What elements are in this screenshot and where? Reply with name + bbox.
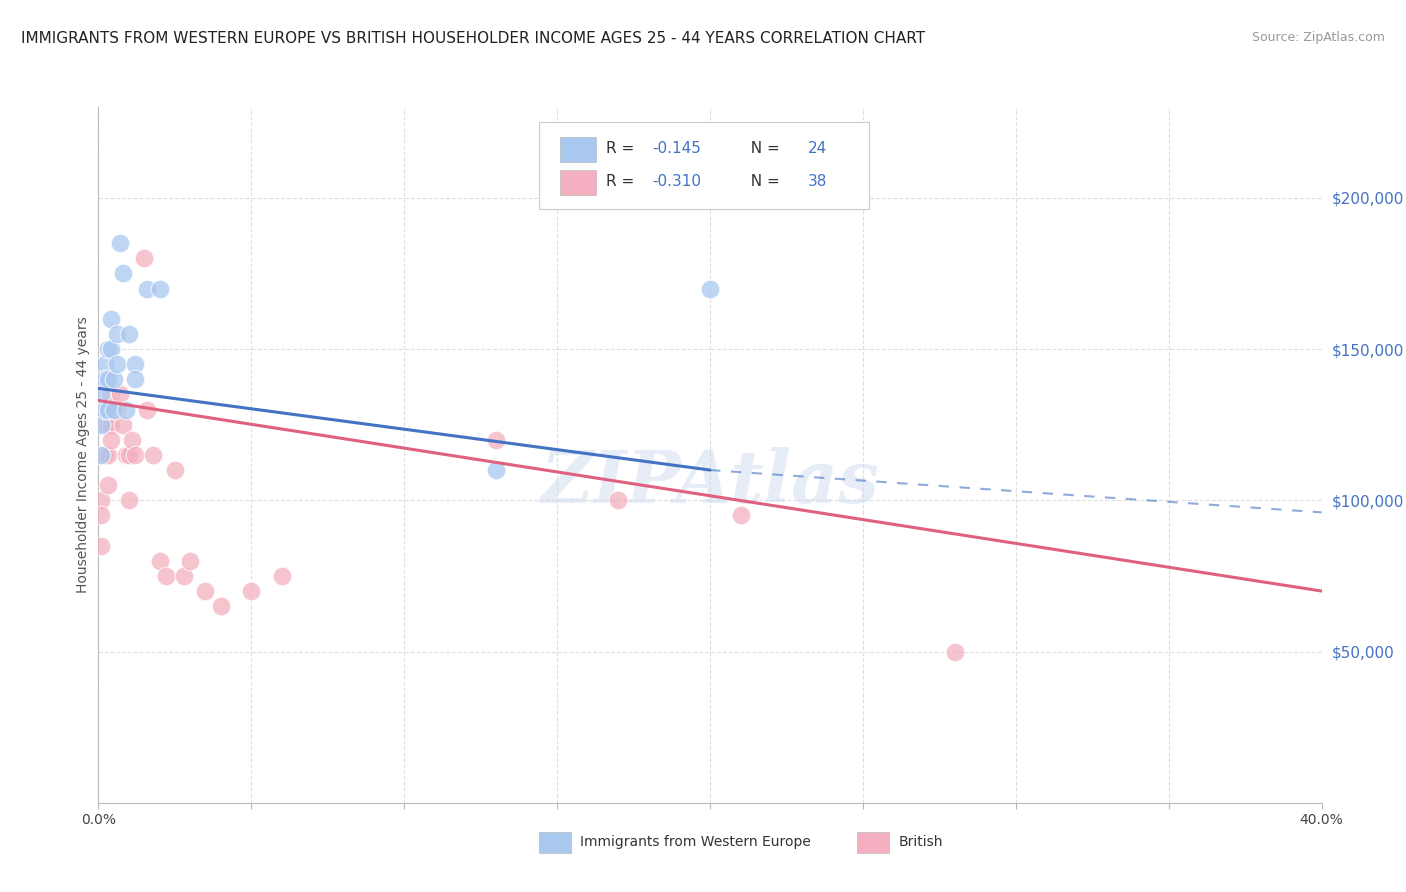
- FancyBboxPatch shape: [538, 122, 869, 210]
- Point: [105, 402, 128, 417]
- Point: [485, 433, 508, 447]
- Point: [97, 448, 120, 462]
- Point: [149, 554, 172, 568]
- Point: [173, 569, 195, 583]
- Point: [124, 357, 146, 371]
- Point: [118, 326, 141, 341]
- Point: [121, 433, 143, 447]
- Text: N =: N =: [741, 174, 785, 189]
- Point: [118, 493, 141, 508]
- Point: [93, 448, 115, 462]
- Point: [118, 448, 141, 462]
- Point: [124, 372, 146, 386]
- Point: [93, 357, 115, 371]
- Point: [240, 584, 263, 599]
- Point: [100, 387, 122, 401]
- Y-axis label: Householder Income Ages 25 - 44 years: Householder Income Ages 25 - 44 years: [76, 317, 90, 593]
- Point: [699, 281, 721, 295]
- Point: [90, 493, 112, 508]
- Point: [93, 402, 115, 417]
- Point: [97, 342, 120, 356]
- FancyBboxPatch shape: [856, 832, 889, 853]
- Point: [943, 644, 966, 658]
- Point: [100, 342, 122, 356]
- FancyBboxPatch shape: [538, 832, 571, 853]
- Point: [93, 372, 115, 386]
- Point: [93, 417, 115, 432]
- Point: [97, 417, 120, 432]
- Point: [142, 448, 165, 462]
- Point: [149, 281, 172, 295]
- Point: [111, 417, 134, 432]
- Point: [111, 267, 134, 281]
- Point: [97, 402, 120, 417]
- Point: [103, 402, 125, 417]
- Point: [97, 478, 120, 492]
- Point: [108, 387, 131, 401]
- Text: IMMIGRANTS FROM WESTERN EUROPE VS BRITISH HOUSEHOLDER INCOME AGES 25 - 44 YEARS : IMMIGRANTS FROM WESTERN EUROPE VS BRITIS…: [21, 31, 925, 46]
- Text: British: British: [898, 836, 943, 849]
- Text: ZIPAtlas: ZIPAtlas: [541, 447, 879, 518]
- Point: [730, 508, 752, 523]
- Point: [194, 584, 217, 599]
- Point: [100, 417, 122, 432]
- Point: [108, 236, 131, 251]
- Point: [115, 402, 138, 417]
- FancyBboxPatch shape: [560, 137, 596, 162]
- Text: -0.310: -0.310: [652, 174, 702, 189]
- FancyBboxPatch shape: [560, 170, 596, 195]
- Point: [209, 599, 232, 614]
- Point: [97, 372, 120, 386]
- Point: [100, 311, 122, 326]
- Point: [155, 569, 177, 583]
- Point: [270, 569, 292, 583]
- Text: -0.145: -0.145: [652, 141, 702, 155]
- Text: 24: 24: [808, 141, 827, 155]
- Point: [136, 281, 159, 295]
- Text: N =: N =: [741, 141, 785, 155]
- Point: [103, 372, 125, 386]
- Point: [115, 448, 138, 462]
- Point: [124, 448, 146, 462]
- Point: [607, 493, 630, 508]
- Point: [105, 357, 128, 371]
- Point: [90, 417, 112, 432]
- Text: 38: 38: [808, 174, 827, 189]
- Point: [90, 539, 112, 553]
- Point: [90, 448, 112, 462]
- Point: [100, 433, 122, 447]
- Point: [485, 463, 508, 477]
- Point: [90, 387, 112, 401]
- Point: [163, 463, 186, 477]
- Text: Source: ZipAtlas.com: Source: ZipAtlas.com: [1251, 31, 1385, 45]
- Point: [179, 554, 201, 568]
- Text: Immigrants from Western Europe: Immigrants from Western Europe: [581, 836, 811, 849]
- Point: [103, 402, 125, 417]
- Point: [90, 508, 112, 523]
- Text: R =: R =: [606, 141, 640, 155]
- Point: [97, 402, 120, 417]
- Point: [134, 252, 156, 266]
- Point: [93, 402, 115, 417]
- Point: [136, 402, 159, 417]
- Point: [105, 326, 128, 341]
- Text: R =: R =: [606, 174, 640, 189]
